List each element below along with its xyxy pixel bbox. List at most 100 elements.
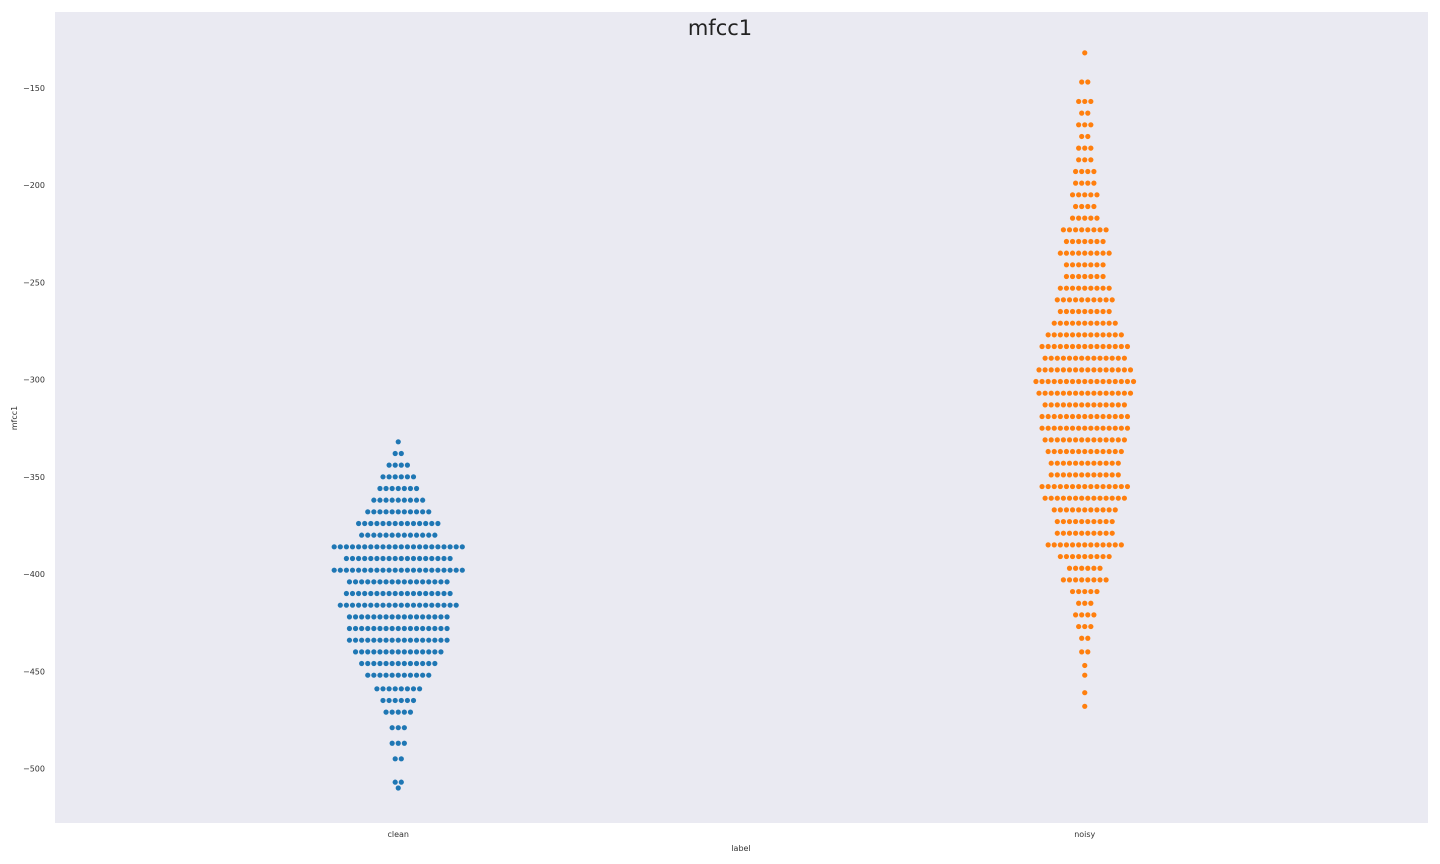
swarm-point-noisy — [1054, 495, 1060, 501]
swarm-point-noisy — [1045, 542, 1051, 548]
swarm-point-noisy — [1051, 448, 1057, 455]
swarm-point-noisy — [1106, 448, 1112, 455]
swarm-point-clean — [407, 660, 414, 667]
swarm-point-clean — [453, 567, 459, 573]
swarm-point-noisy — [1079, 402, 1085, 408]
swarm-point-noisy — [1076, 483, 1082, 490]
swarm-point-noisy — [1085, 530, 1091, 536]
swarm-point-clean — [444, 625, 450, 632]
swarm-point-noisy — [1103, 367, 1109, 373]
swarm-point-noisy — [1039, 343, 1045, 350]
plot-background — [55, 12, 1428, 823]
swarm-point-noisy — [1094, 553, 1100, 560]
swarm-point-clean — [432, 579, 438, 585]
swarm-point-noisy — [1079, 472, 1085, 478]
swarm-point-noisy — [1066, 530, 1073, 536]
swarm-point-noisy — [1082, 273, 1088, 280]
swarm-point-clean — [401, 660, 407, 667]
swarm-point-noisy — [1073, 472, 1079, 478]
swarm-point-noisy — [1069, 238, 1076, 245]
swarm-point-noisy — [1073, 390, 1079, 396]
swarm-point-clean — [401, 579, 407, 585]
swarm-point-noisy — [1048, 355, 1054, 361]
swarm-point-clean — [383, 509, 389, 515]
swarm-point-noisy — [1042, 355, 1048, 361]
swarm-point-noisy — [1076, 250, 1082, 256]
swarm-point-noisy — [1076, 320, 1082, 326]
swarm-point-clean — [395, 614, 401, 620]
swarm-point-clean — [410, 686, 417, 692]
swarm-point-clean — [410, 544, 417, 550]
data-points — [331, 50, 1137, 791]
swarm-point-noisy — [1100, 273, 1106, 280]
swarm-point-clean — [371, 579, 377, 585]
swarm-point-clean — [407, 672, 414, 678]
swarm-point-noisy — [1118, 425, 1124, 431]
swarm-point-clean — [352, 649, 359, 655]
swarm-point-noisy — [1060, 367, 1066, 373]
swarm-point-noisy — [1115, 437, 1121, 443]
swarm-point-clean — [389, 725, 395, 731]
swarm-point-clean — [398, 590, 404, 597]
swarm-point-noisy — [1103, 390, 1109, 396]
y-tick-label: −200 — [23, 181, 45, 190]
swarm-point-noisy — [1094, 448, 1100, 455]
swarm-point-noisy — [1069, 553, 1076, 560]
swarm-point-noisy — [1069, 343, 1076, 350]
swarm-point-noisy — [1079, 437, 1085, 443]
swarm-point-noisy — [1054, 355, 1060, 361]
swarm-point-clean — [377, 579, 383, 585]
swarm-point-noisy — [1100, 507, 1106, 513]
swarm-point-noisy — [1076, 588, 1082, 595]
swarm-point-clean — [407, 625, 414, 632]
swarm-point-clean — [389, 579, 395, 585]
swarm-point-noisy — [1057, 542, 1063, 548]
swarm-point-noisy — [1048, 367, 1054, 373]
swarm-point-clean — [441, 544, 447, 550]
x-tick-label: clean — [387, 830, 409, 839]
swarm-point-clean — [398, 756, 404, 762]
swarm-point-clean — [441, 602, 447, 608]
swarm-point-noisy — [1082, 238, 1088, 245]
swarm-point-clean — [407, 614, 414, 620]
swarm-point-noisy — [1097, 577, 1103, 583]
swarm-point-clean — [368, 520, 374, 527]
swarm-point-noisy — [1045, 425, 1051, 431]
swarm-point-noisy — [1091, 577, 1097, 583]
swarm-point-clean — [365, 625, 371, 632]
swarm-point-noisy — [1036, 367, 1042, 373]
swarm-point-noisy — [1063, 250, 1070, 256]
swarm-point-clean — [389, 485, 395, 492]
swarm-point-clean — [386, 462, 392, 468]
swarm-point-noisy — [1082, 215, 1088, 221]
swarm-point-clean — [404, 520, 410, 527]
swarm-point-clean — [435, 555, 441, 562]
swarm-point-noisy — [1063, 425, 1070, 431]
swarm-point-clean — [401, 672, 407, 678]
swarm-point-clean — [377, 485, 383, 492]
swarm-point-noisy — [1091, 227, 1097, 233]
swarm-point-noisy — [1076, 157, 1082, 163]
swarm-point-noisy — [1073, 460, 1079, 466]
swarm-point-noisy — [1079, 565, 1085, 571]
swarm-point-clean — [398, 555, 404, 562]
swarm-point-noisy — [1100, 238, 1106, 245]
swarm-point-clean — [429, 567, 435, 573]
swarm-point-clean — [398, 697, 404, 704]
swarm-point-noisy — [1082, 507, 1088, 513]
swarm-point-clean — [420, 497, 426, 503]
swarm-point-noisy — [1121, 495, 1127, 501]
swarm-point-noisy — [1106, 285, 1112, 291]
swarm-point-noisy — [1069, 192, 1076, 198]
swarm-point-clean — [356, 544, 362, 550]
swarm-point-noisy — [1063, 320, 1070, 326]
swarm-point-noisy — [1085, 367, 1091, 373]
swarm-point-clean — [389, 625, 395, 632]
swarm-point-noisy — [1066, 565, 1073, 571]
swarm-point-noisy — [1121, 437, 1127, 443]
swarm-point-clean — [395, 740, 401, 746]
swarm-point-noisy — [1091, 612, 1097, 618]
swarm-point-noisy — [1051, 332, 1057, 338]
swarm-point-noisy — [1069, 448, 1076, 455]
swarm-point-clean — [410, 555, 417, 562]
